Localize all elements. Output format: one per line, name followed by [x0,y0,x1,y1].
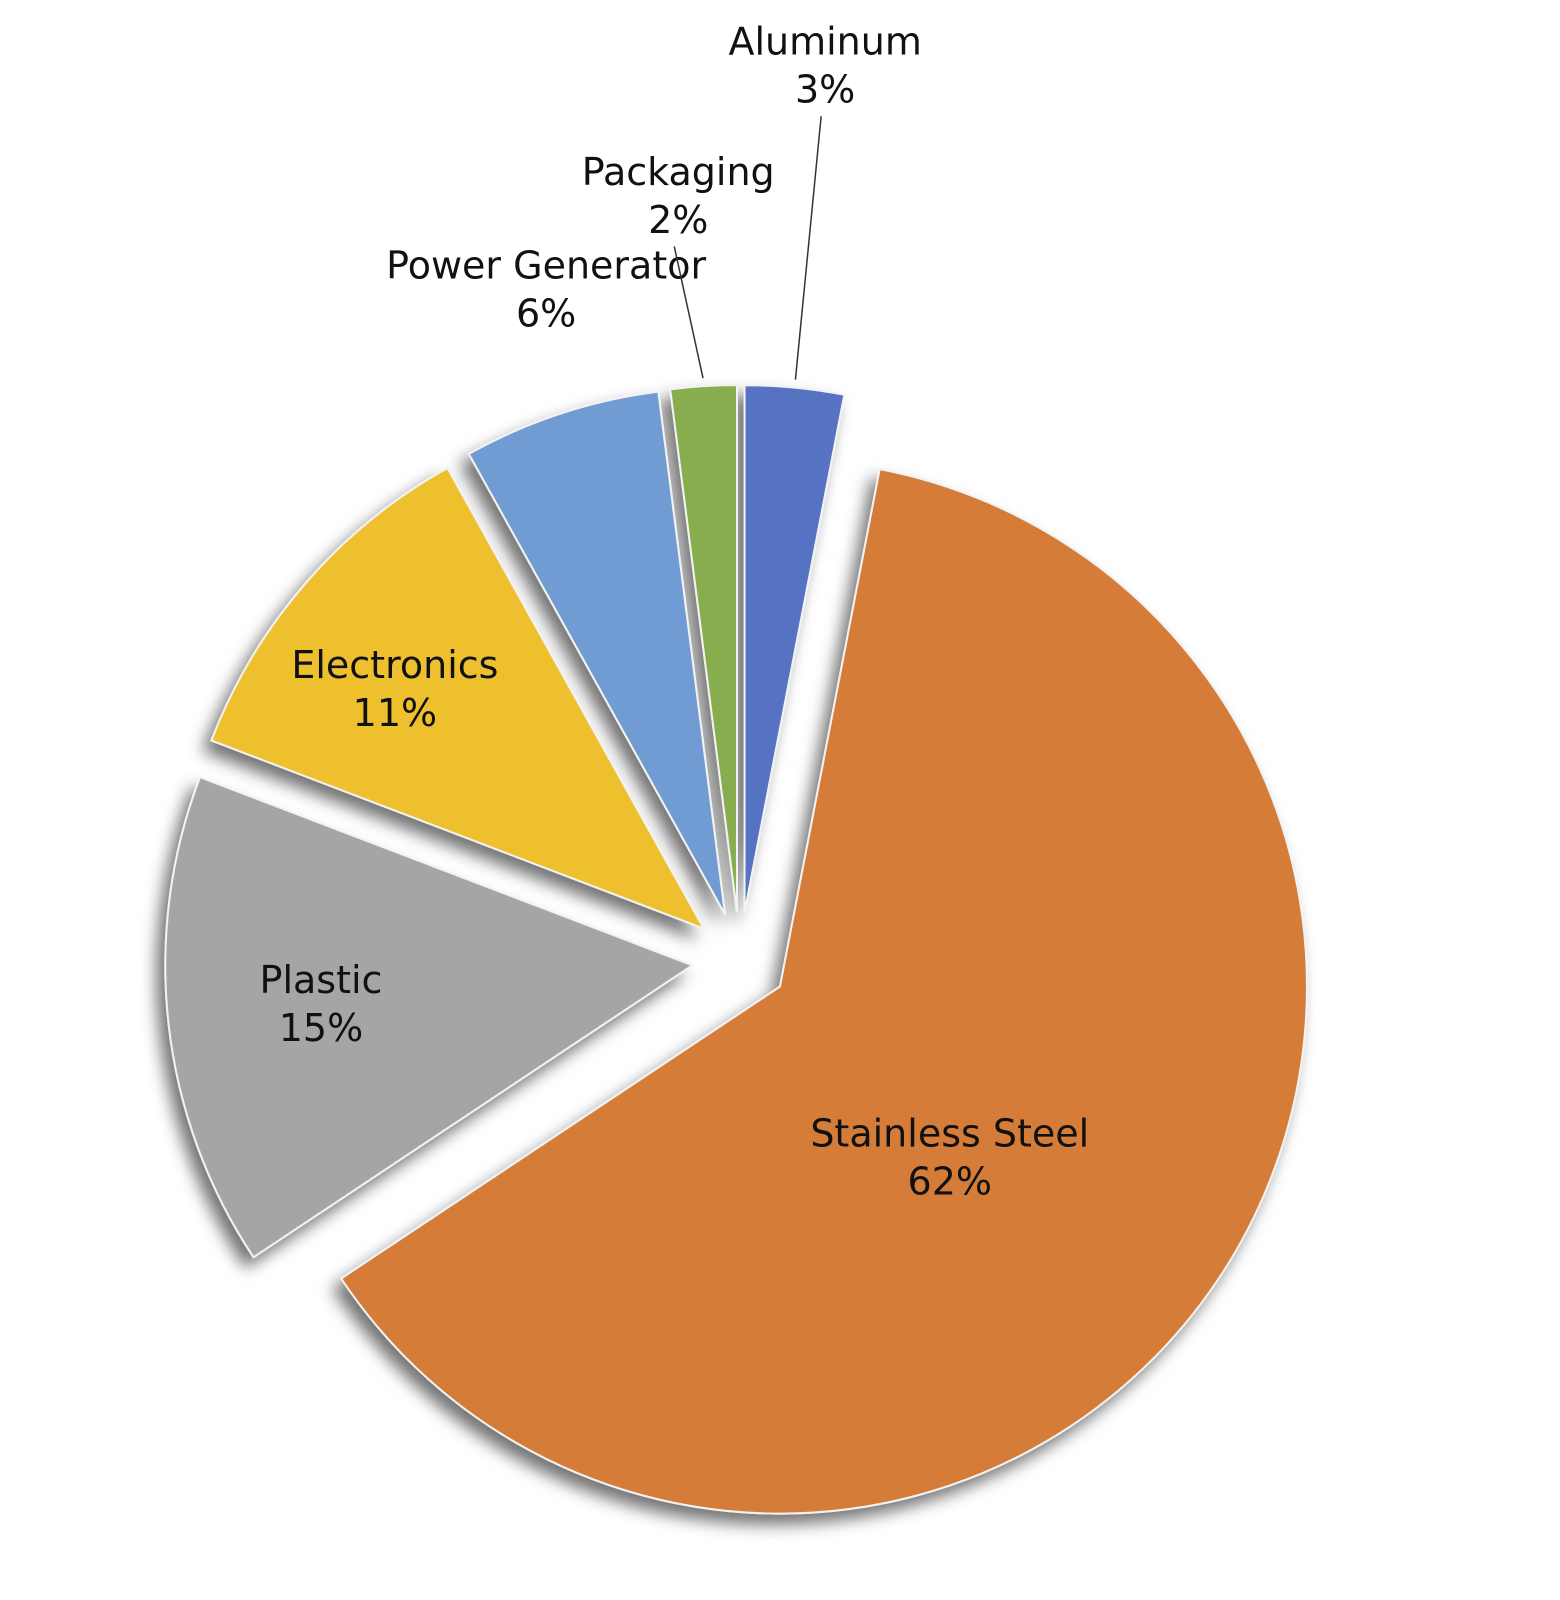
slice-label: Stainless Steel [810,1112,1089,1156]
pie-slice [210,466,706,931]
slice-label: Power Generator [386,243,706,287]
leader-line [794,116,822,380]
slice-value-label: 11% [353,691,437,735]
slice-label: Aluminum [728,20,921,64]
pie-slice [467,390,727,915]
leader-line [673,246,704,379]
slice-value-label: 62% [908,1160,992,1204]
slice-label: Electronics [291,643,498,687]
pie-slice [743,384,846,913]
slice-value-label: 15% [279,1006,363,1050]
pie-slice [669,384,738,913]
slice-label: Packaging [582,150,775,194]
pie-slice [164,775,695,1259]
slice-label: Plastic [260,958,383,1002]
pie [164,384,1308,1515]
slice-value-label: 2% [648,198,708,242]
pie-slice [339,467,1308,1515]
slice-value-label: 6% [516,291,576,335]
slice-value-label: 3% [795,68,855,112]
